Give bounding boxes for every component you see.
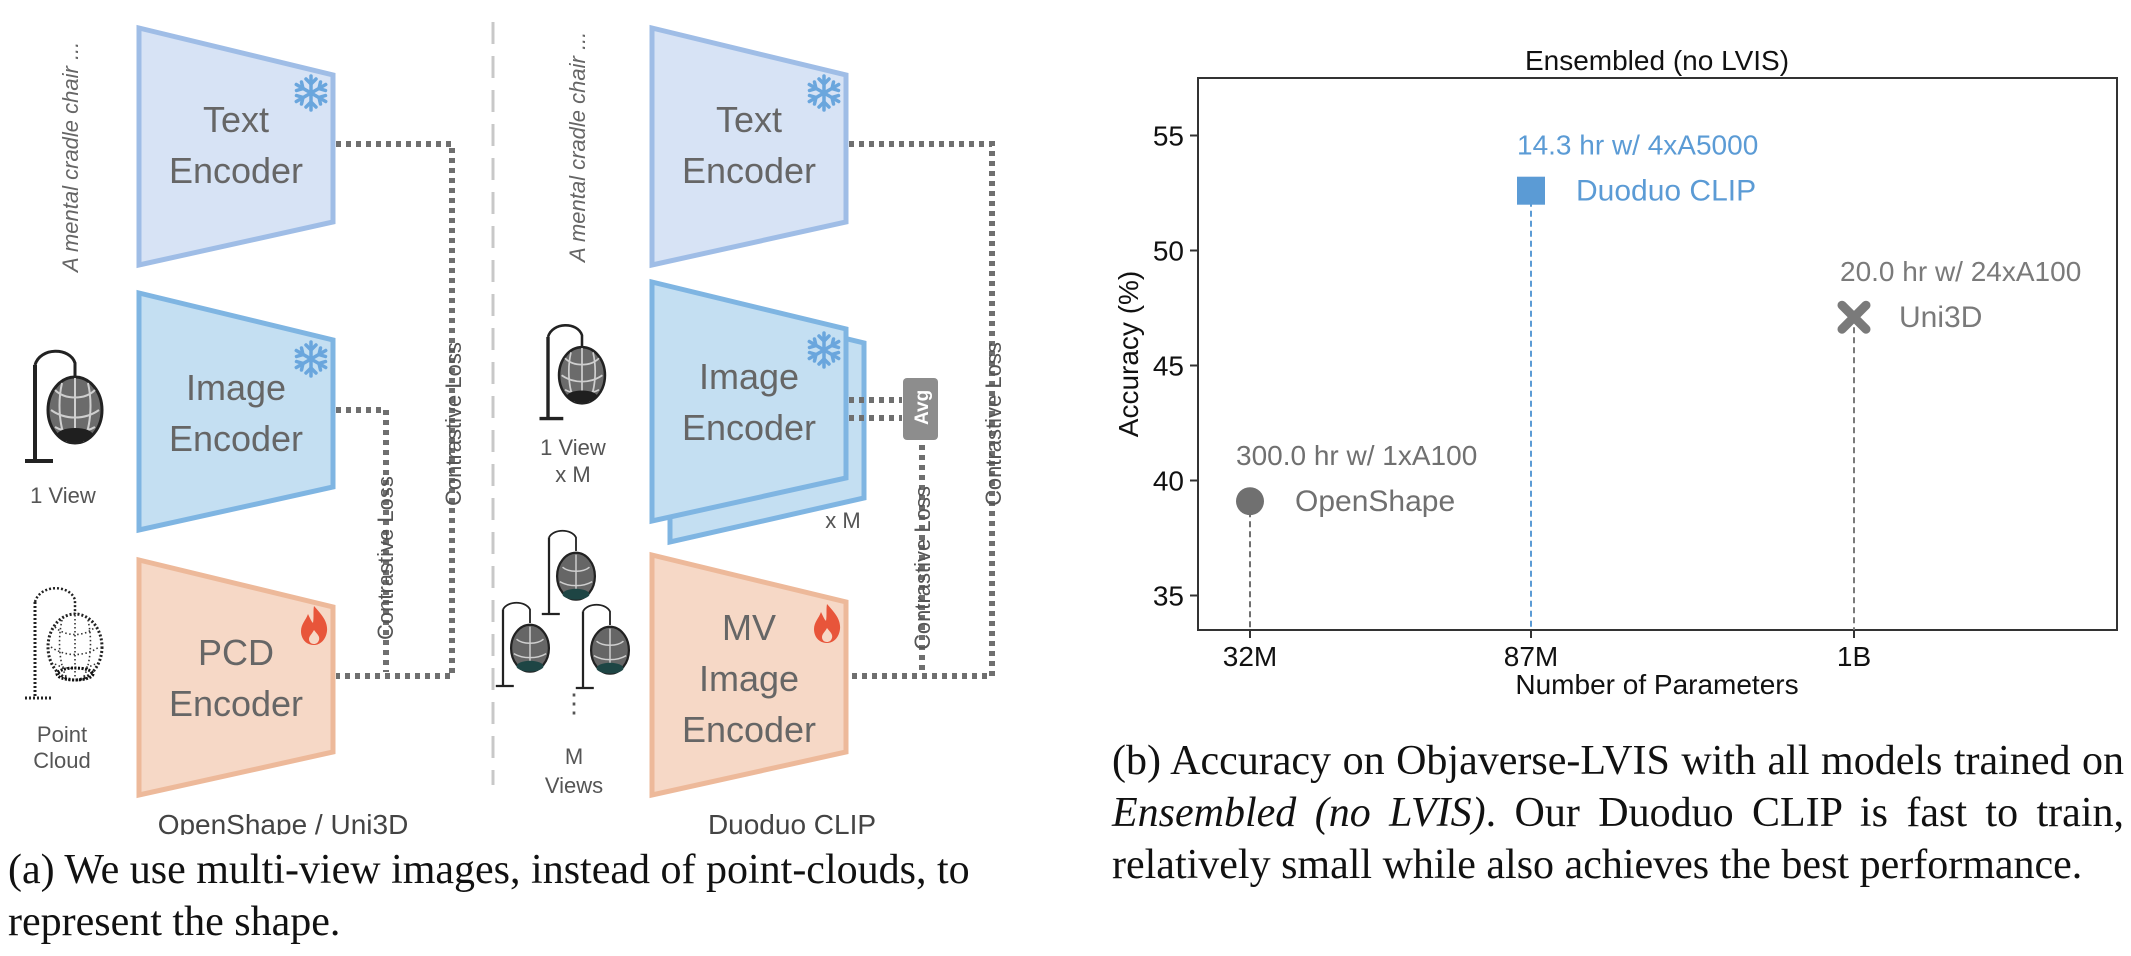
right-panel: A mental cradle chair ... Text Encoder I…	[494, 24, 1006, 835]
right-loss-outer: Contrastive Loss	[981, 342, 1006, 506]
left-panel: A mental cradle chair ... Text Encoder I…	[23, 24, 466, 835]
left-loss-outer: Contrastive Loss	[441, 342, 466, 506]
right-text-encoder	[649, 24, 849, 269]
point-annotation-label: 20.0 hr w/ 24xA100	[1840, 256, 2081, 287]
view-chair-2	[494, 601, 551, 688]
left-view-label: 1 View	[30, 483, 96, 508]
data-points: OpenShape 300.0 hr w/ 1xA100 Duoduo CLIP 14…	[1236, 130, 2081, 630]
point-cloud-image	[23, 586, 104, 700]
point-annotation-label: 14.3 hr w/ 4xA5000	[1517, 130, 1758, 161]
x-tick-label: 32M	[1223, 641, 1277, 672]
right-stack-label: x M	[825, 508, 860, 533]
right-text-encoder-line2: Encoder	[682, 150, 816, 191]
caption-a: (a) We use multi-view images, instead of…	[8, 847, 970, 945]
left-panel-label: OpenShape / Uni3D	[158, 809, 409, 835]
left-text-encoder-line2: Encoder	[169, 150, 303, 191]
chart-title: Ensembled (no LVIS)	[1525, 45, 1789, 76]
point-uni3d	[1837, 300, 1871, 334]
chair-image	[23, 349, 104, 463]
left-text-encoder	[136, 24, 336, 269]
avg-box	[903, 378, 938, 440]
caption-b: (b) Accuracy on Objaverse-LVIS with all …	[1112, 735, 2124, 891]
left-pcd-encoder-line1: PCD	[198, 632, 274, 673]
y-tick-label: 35	[1153, 581, 1184, 612]
x-axis-label: Number of Parameters	[1515, 669, 1798, 700]
right-view-label-line2: x M	[555, 462, 590, 487]
point-annotation-label: 300.0 hr w/ 1xA100	[1236, 440, 1477, 471]
caption-b-prefix: (b) Accuracy on Objaverse-LVIS with all …	[1112, 738, 2124, 784]
right-mv-encoder-line1: MV	[722, 607, 776, 648]
y-axis-label: Accuracy (%)	[1113, 271, 1144, 437]
left-text-prompt: A mental cradle chair ...	[58, 42, 83, 274]
right-image-encoder-line2: Encoder	[682, 407, 816, 448]
right-text-encoder-line1: Text	[716, 99, 782, 140]
point-name-label: Uni3D	[1899, 301, 1982, 334]
caption-b-suffix: . Our Duoduo CLIP is fast to train, rela…	[1112, 790, 2124, 888]
right-loss-connectors	[849, 141, 995, 679]
right-views-label-line2: Views	[545, 773, 603, 798]
left-pcd-label-line2: Cloud	[33, 748, 90, 773]
left-image-encoder	[136, 289, 336, 534]
point-openshape	[1236, 487, 1264, 516]
views-ellipsis: ⋮	[561, 688, 587, 718]
avg-label: Avg	[912, 390, 933, 425]
right-view-label-line1: 1 View	[540, 435, 606, 460]
right-mv-encoder-line3: Encoder	[682, 709, 816, 750]
y-tick-label: 45	[1153, 351, 1184, 382]
y-tick-label: 50	[1153, 236, 1184, 267]
y-axis-ticks: 35 40 45 50 55	[1153, 121, 1198, 612]
x-axis-ticks: 32M 87M 1B	[1223, 630, 1871, 672]
right-panel-label: Duoduo CLIP	[708, 809, 876, 835]
left-loss-connectors	[336, 141, 455, 679]
view-chair-3	[574, 603, 631, 690]
right-image-encoder-line1: Image	[699, 356, 799, 397]
left-image-encoder-line1: Image	[186, 367, 286, 408]
right-image-encoder	[649, 278, 849, 525]
right-loss-inner: Contrastive Loss	[910, 486, 935, 650]
figure: A mental cradle chair ... Text Encoder I…	[23, 22, 2118, 835]
chair-image	[537, 323, 607, 421]
left-pcd-encoder	[136, 556, 336, 799]
caption-b-emphasis: Ensembled (no LVIS)	[1112, 790, 1486, 836]
right-mv-encoder-line2: Image	[699, 658, 799, 699]
y-tick-label: 55	[1153, 121, 1184, 152]
view-chair-1	[540, 529, 597, 616]
left-pcd-encoder-line2: Encoder	[169, 683, 303, 724]
left-pcd-label-line1: Point	[37, 722, 87, 747]
left-loss-inner: Contrastive Loss	[373, 476, 398, 640]
x-tick-label: 1B	[1837, 641, 1871, 672]
x-tick-label: 87M	[1504, 641, 1558, 672]
left-image-encoder-line2: Encoder	[169, 418, 303, 459]
y-tick-label: 40	[1153, 466, 1184, 497]
right-text-prompt: A mental cradle chair ...	[565, 32, 590, 264]
left-text-encoder-line1: Text	[203, 99, 269, 140]
right-views-label-line1: M	[565, 744, 583, 769]
point-duoduo-clip	[1517, 176, 1545, 205]
plot-area	[1197, 77, 2118, 631]
point-name-label: OpenShape	[1295, 485, 1455, 518]
right-mv-encoder	[649, 551, 849, 799]
point-name-label: Duoduo CLIP	[1576, 175, 1756, 208]
